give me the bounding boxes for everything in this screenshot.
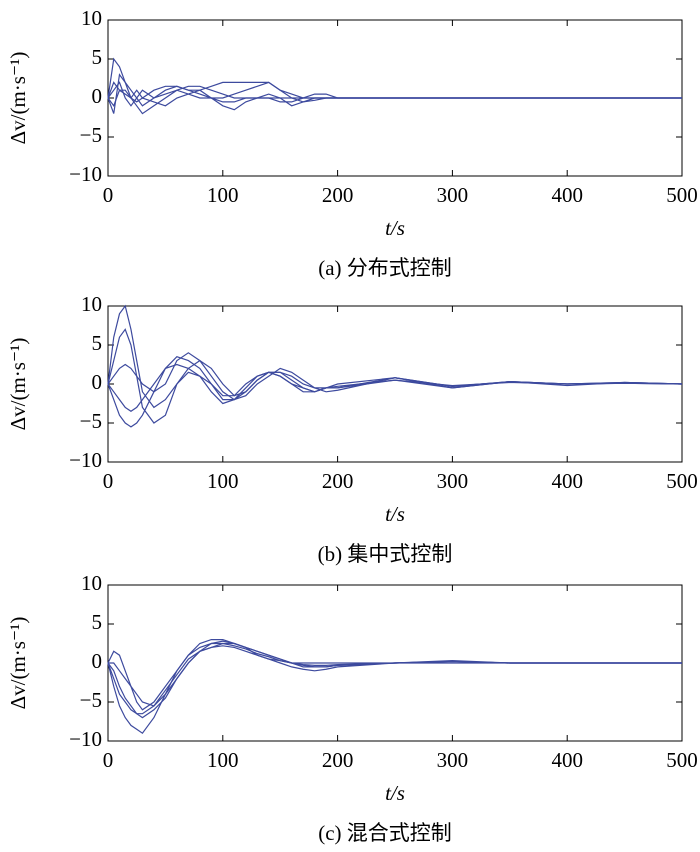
x-tick-label: 100 xyxy=(207,469,239,493)
x-tick-label: 200 xyxy=(322,748,354,772)
y-tick-label: −10 xyxy=(69,727,102,751)
y-tick-label: −5 xyxy=(80,409,102,433)
panel-caption: (a) 分布式控制 xyxy=(318,256,452,280)
x-tick-label: 400 xyxy=(551,183,583,207)
y-tick-label: 5 xyxy=(92,610,103,634)
x-tick-label: 300 xyxy=(437,469,469,493)
y-tick-label: 0 xyxy=(92,370,103,394)
x-tick-label: 0 xyxy=(103,469,114,493)
y-axis-label: Δv/(m·s⁻¹) xyxy=(6,52,30,145)
x-tick-label: 200 xyxy=(322,469,354,493)
data-line xyxy=(107,89,682,111)
y-tick-label: −5 xyxy=(80,688,102,712)
panel-caption: (b) 集中式控制 xyxy=(318,542,453,566)
panel-caption: (c) 混合式控制 xyxy=(318,821,452,845)
x-tick-label: 100 xyxy=(207,748,239,772)
data-line xyxy=(107,356,683,428)
data-line xyxy=(107,640,682,719)
x-axis-label: t/s xyxy=(385,502,405,526)
y-tick-label: 0 xyxy=(92,84,103,108)
x-tick-label: 0 xyxy=(103,183,114,207)
x-tick-label: 500 xyxy=(666,469,698,493)
y-tick-label: 5 xyxy=(92,331,103,355)
x-tick-label: 200 xyxy=(322,183,354,207)
x-tick-label: 100 xyxy=(207,183,239,207)
y-axis-label: Δv/(m·s⁻¹) xyxy=(6,338,30,431)
x-axis-label: t/s xyxy=(385,781,405,805)
data-line xyxy=(107,363,683,413)
y-tick-label: 0 xyxy=(92,649,103,673)
data-line xyxy=(107,639,682,711)
data-line xyxy=(107,73,682,115)
y-tick-label: −5 xyxy=(80,123,102,147)
x-axis-label: t/s xyxy=(385,216,405,240)
y-tick-label: 10 xyxy=(81,292,102,316)
y-tick-label: −10 xyxy=(69,448,102,472)
data-line xyxy=(107,57,682,107)
y-tick-label: −10 xyxy=(69,162,102,186)
x-tick-label: 0 xyxy=(103,748,114,772)
data-line xyxy=(107,352,683,401)
y-tick-label: 5 xyxy=(92,45,103,69)
x-tick-label: 500 xyxy=(666,748,698,772)
y-tick-label: 10 xyxy=(81,571,102,595)
data-line xyxy=(107,328,683,424)
y-axis-label: Δv/(m·s⁻¹) xyxy=(6,617,30,710)
y-tick-label: 10 xyxy=(81,6,102,30)
data-line xyxy=(107,642,682,715)
x-tick-label: 400 xyxy=(551,469,583,493)
x-tick-label: 500 xyxy=(666,183,698,207)
x-tick-label: 300 xyxy=(437,183,469,207)
x-tick-label: 400 xyxy=(551,748,583,772)
x-tick-label: 300 xyxy=(437,748,469,772)
